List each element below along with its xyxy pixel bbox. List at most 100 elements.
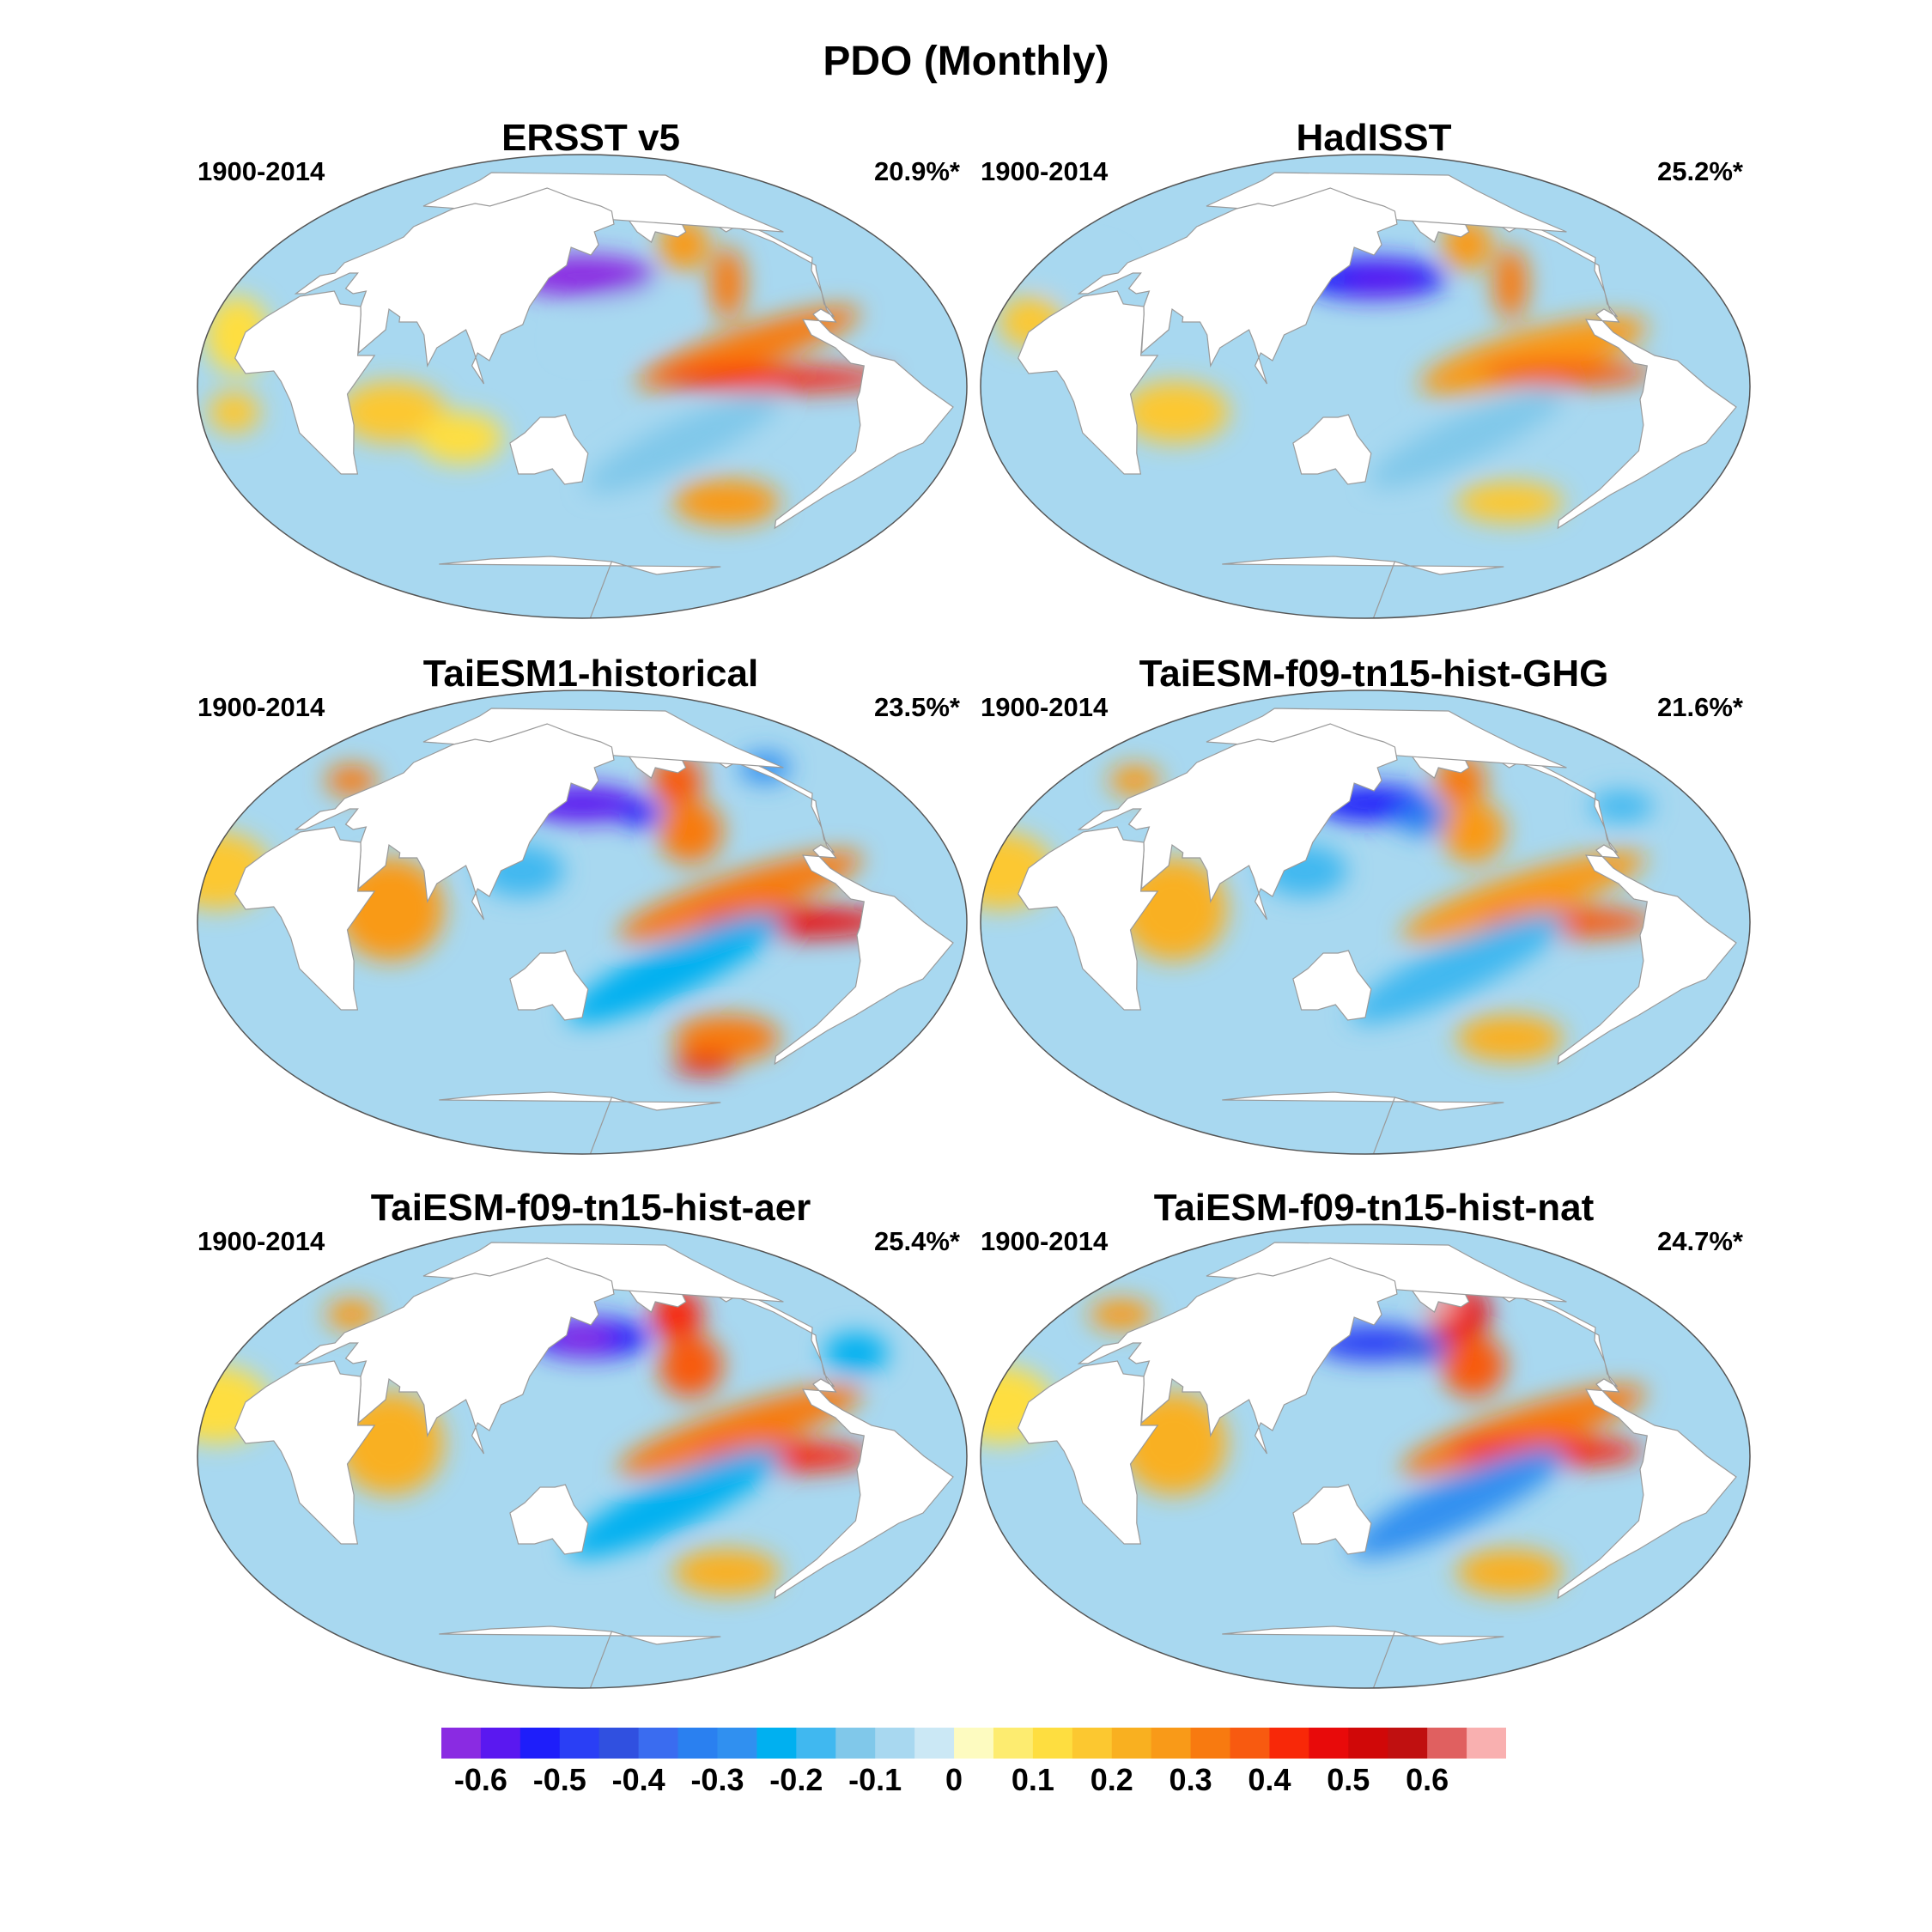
anomaly-region-4 <box>1400 851 1646 942</box>
colorbar-tick-label: -0.4 <box>611 1762 665 1797</box>
map-1 <box>980 154 1751 619</box>
colorbar-box-12 <box>914 1728 955 1759</box>
anomaly-region-12 <box>417 412 504 464</box>
figure-title: PDO (Monthly) <box>823 39 1109 84</box>
land-australia-0 <box>509 1484 589 1555</box>
anomaly-region-6 <box>561 291 683 353</box>
map-border <box>980 690 1751 1155</box>
anomaly-region-12 <box>1589 791 1655 822</box>
panel-title: TaiESM1-historical <box>422 653 759 695</box>
colorbar-tick-label: 0.6 <box>1406 1762 1449 1797</box>
land-africa-0 <box>1018 826 1159 1011</box>
anomaly-region-4 <box>617 1385 863 1476</box>
panel-map <box>979 689 1752 1161</box>
anomaly-region-4 <box>1442 1334 1506 1398</box>
anomaly-region-11 <box>1109 765 1161 796</box>
colorbar-box-6 <box>677 1728 718 1759</box>
panel-period: 1900-2014 <box>197 1226 325 1256</box>
map-border <box>197 690 968 1155</box>
colorbar-box-2 <box>519 1728 561 1759</box>
panel-title: TaiESM-f09-tn15-hist-aer <box>370 1187 811 1229</box>
anomaly-region-1 <box>538 265 633 291</box>
colorbar-tick-label: -0.5 <box>532 1762 586 1797</box>
land-africa-0 <box>1018 290 1159 475</box>
anomaly-region-3 <box>710 247 745 319</box>
panel-1: HadISST 1900-2014 25.2%* <box>979 117 1769 619</box>
land-antarctica-0 <box>1222 556 1504 618</box>
panel-title: TaiESM-f09-tn15-hist-nat <box>1153 1187 1595 1229</box>
map-3 <box>980 690 1751 1155</box>
colorbar-box-16 <box>1072 1728 1113 1759</box>
colorbar-box-9 <box>796 1728 836 1759</box>
colorbar-box-8 <box>756 1728 797 1759</box>
anomaly-region-10 <box>208 392 260 433</box>
anomaly-region-6 <box>567 1448 782 1558</box>
anomaly-region-7 <box>672 1015 781 1061</box>
land-australia-0 <box>1292 950 1372 1021</box>
panel-variance: 24.7%* <box>1657 1226 1743 1256</box>
colorbar-tick-label: 0.5 <box>1327 1762 1370 1797</box>
colorbar-box-20 <box>1230 1728 1270 1759</box>
panel-variance: 25.4%* <box>874 1226 960 1256</box>
anomaly-region-11 <box>338 381 447 443</box>
colorbar-box-5 <box>638 1728 679 1759</box>
colorbar-tick-label: 0.2 <box>1090 1762 1133 1797</box>
colorbar-box-22 <box>1309 1728 1349 1759</box>
colorbar-box-18 <box>1151 1728 1192 1759</box>
colorbar-tick-label: 0 <box>945 1762 963 1797</box>
panel-title: HadISST <box>1296 117 1452 159</box>
anomaly-region-4 <box>635 306 860 390</box>
anomaly-region-1 <box>1343 268 1421 294</box>
anomaly-region-8 <box>671 1054 737 1074</box>
land-australia-0 <box>509 414 589 485</box>
colorbar-box-21 <box>1269 1728 1309 1759</box>
land-antarctica-0 <box>1222 1091 1504 1154</box>
map-border <box>197 1224 968 1689</box>
colorbar-box-3 <box>559 1728 600 1759</box>
map-4 <box>197 1224 968 1689</box>
land-australia-0 <box>1292 414 1372 485</box>
colorbar-box-11 <box>875 1728 915 1759</box>
land-americas-0 <box>625 200 954 530</box>
anomaly-region-3 <box>1442 800 1506 864</box>
colorbar-tick-label: -0.1 <box>848 1762 902 1797</box>
panel-map <box>979 153 1752 625</box>
panel-period: 1900-2014 <box>981 156 1109 186</box>
colorbar-box-13 <box>954 1728 994 1759</box>
anomaly-region-12 <box>325 765 378 796</box>
panel-0: ERSST v5 1900-2014 20.9%* <box>196 117 986 619</box>
colorbar-box-15 <box>1032 1728 1073 1759</box>
map-border <box>980 154 1751 619</box>
colorbar-box-24 <box>1388 1728 1428 1759</box>
land-americas-0 <box>1408 200 1737 530</box>
colorbar-box-25 <box>1427 1728 1467 1759</box>
panel-title: ERSST v5 <box>501 117 680 159</box>
anomaly-region-7 <box>672 1549 781 1595</box>
anomaly-region-3 <box>659 1334 723 1398</box>
panel-map <box>979 1223 1752 1695</box>
land-antarctica-0 <box>439 1091 721 1154</box>
map-border <box>980 1224 1751 1689</box>
anomaly-region-5 <box>1482 361 1654 386</box>
map-5 <box>980 1224 1751 1689</box>
land-africa-0 <box>234 826 376 1011</box>
colorbar-box-10 <box>835 1728 876 1759</box>
panel-variance: 21.6%* <box>1657 692 1743 722</box>
panel-map <box>196 153 969 625</box>
colorbar-box-0 <box>441 1728 482 1759</box>
colorbar-box-26 <box>1467 1728 1506 1759</box>
panel-map <box>196 689 969 1161</box>
anomaly-region-7 <box>1350 1448 1565 1558</box>
land-africa-0 <box>234 1360 376 1545</box>
anomaly-region-7 <box>1455 1015 1564 1061</box>
anomaly-region-6 <box>567 914 782 1024</box>
anomaly-region-6 <box>1369 387 1564 489</box>
land-americas-0 <box>1408 736 1737 1066</box>
colorbar-box-7 <box>717 1728 757 1759</box>
colorbar-box-4 <box>598 1728 640 1759</box>
land-americas-0 <box>1408 1270 1737 1600</box>
panel-map <box>196 1223 969 1695</box>
anomaly-region-11 <box>325 1299 378 1330</box>
anomaly-region-3 <box>659 800 723 864</box>
land-africa-0 <box>234 290 376 475</box>
